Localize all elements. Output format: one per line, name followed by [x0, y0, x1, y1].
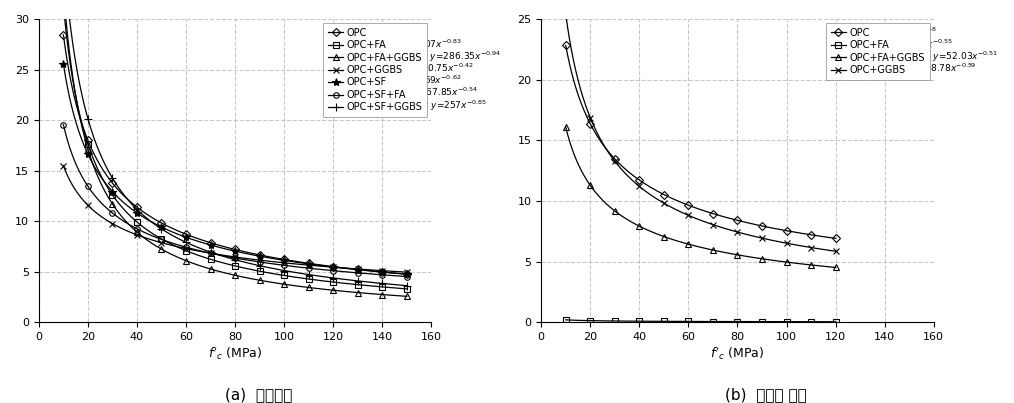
Text: (b)  레미콘 배합: (b) 레미콘 배합 — [725, 387, 806, 402]
Text: $:y\!=\!0.75x^{-0.55}$: $:y\!=\!0.75x^{-0.55}$ — [887, 37, 952, 52]
Text: $:y\!=\!106.59x^{-0.62}$: $:y\!=\!106.59x^{-0.62}$ — [384, 74, 461, 88]
Text: $:y\!=\!40.75x^{-0.42}$: $:y\!=\!40.75x^{-0.42}$ — [402, 62, 474, 76]
Text: $:y\!=\!68.91x^{-0.48}$: $:y\!=\!68.91x^{-0.48}$ — [866, 25, 938, 39]
Text: (a)  실내배합: (a) 실내배합 — [225, 387, 292, 402]
Text: $:y\!=\!98.78x^{-0.59}$: $:y\!=\!98.78x^{-0.59}$ — [904, 62, 976, 76]
X-axis label: $f'_c$ (MPa): $f'_c$ (MPa) — [208, 345, 263, 361]
Text: $:y\!=\!67.85x^{-0.54}$: $:y\!=\!67.85x^{-0.54}$ — [406, 86, 478, 100]
Text: $:y\!=\!212.07x^{-0.83}$: $:y\!=\!212.07x^{-0.83}$ — [384, 37, 461, 52]
Text: $:y\!=\!52.03x^{-0.51}$: $:y\!=\!52.03x^{-0.51}$ — [926, 50, 999, 64]
Text: $:y\!=\!286.35x^{-0.94}$: $:y\!=\!286.35x^{-0.94}$ — [423, 50, 501, 64]
Legend: OPC, OPC+FA, OPC+FA+GGBS, OPC+GGBS, OPC+SF, OPC+SF+FA, OPC+SF+GGBS: OPC, OPC+FA, OPC+FA+GGBS, OPC+GGBS, OPC+… — [323, 23, 428, 117]
Text: $:y\!=\!130x^{-0.66}$: $:y\!=\!130x^{-0.66}$ — [363, 25, 427, 39]
Legend: OPC, OPC+FA, OPC+FA+GGBS, OPC+GGBS: OPC, OPC+FA, OPC+FA+GGBS, OPC+GGBS — [826, 23, 930, 80]
X-axis label: $f'_c$ (MPa): $f'_c$ (MPa) — [711, 345, 765, 361]
Text: $:y\!=\!257x^{-0.85}$: $:y\!=\!257x^{-0.85}$ — [424, 98, 487, 112]
